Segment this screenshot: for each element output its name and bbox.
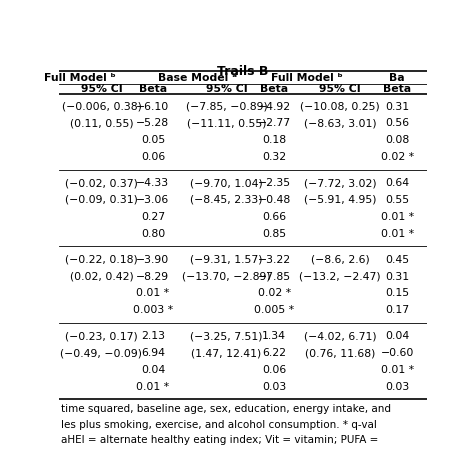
Text: 0.003 *: 0.003 *: [133, 305, 173, 315]
Text: 0.32: 0.32: [262, 152, 286, 162]
Text: −2.77: −2.77: [257, 118, 291, 128]
Text: 0.06: 0.06: [141, 152, 165, 162]
Text: 0.05: 0.05: [141, 135, 165, 145]
Text: 0.02 *: 0.02 *: [381, 152, 414, 162]
Text: 0.08: 0.08: [385, 135, 410, 145]
Text: 2.13: 2.13: [141, 331, 165, 341]
Text: 0.01 *: 0.01 *: [137, 382, 170, 392]
Text: 0.80: 0.80: [141, 228, 165, 238]
Text: (−13.70, −2.89): (−13.70, −2.89): [182, 272, 271, 282]
Text: −8.29: −8.29: [137, 272, 170, 282]
Text: (−0.23, 0.17): (−0.23, 0.17): [65, 331, 138, 341]
Text: 0.03: 0.03: [385, 382, 410, 392]
Text: 0.18: 0.18: [262, 135, 286, 145]
Text: (−8.45, 2.33): (−8.45, 2.33): [190, 195, 263, 205]
Text: Trails B: Trails B: [217, 65, 269, 78]
Text: 0.55: 0.55: [385, 195, 409, 205]
Text: 0.64: 0.64: [385, 178, 409, 188]
Text: (−0.49, −0.09): (−0.49, −0.09): [61, 348, 143, 358]
Text: −3.06: −3.06: [137, 195, 170, 205]
Text: 0.66: 0.66: [262, 212, 286, 222]
Text: −7.85: −7.85: [257, 272, 291, 282]
Text: 6.22: 6.22: [262, 348, 286, 358]
Text: 0.06: 0.06: [262, 365, 286, 375]
Text: −0.48: −0.48: [257, 195, 291, 205]
Text: 0.31: 0.31: [385, 272, 409, 282]
Text: 0.01 *: 0.01 *: [137, 288, 170, 299]
Text: (−9.31, 1.57): (−9.31, 1.57): [190, 255, 263, 265]
Text: 95% CI: 95% CI: [81, 83, 122, 94]
Text: 0.005 *: 0.005 *: [254, 305, 294, 315]
Text: −6.10: −6.10: [137, 101, 170, 111]
Text: (−0.22, 0.18): (−0.22, 0.18): [65, 255, 138, 265]
Text: 0.02 *: 0.02 *: [257, 288, 291, 299]
Text: −2.35: −2.35: [257, 178, 291, 188]
Text: (−0.006, 0.38): (−0.006, 0.38): [62, 101, 141, 111]
Text: (1.47, 12.41): (1.47, 12.41): [191, 348, 262, 358]
Text: 95% CI: 95% CI: [206, 83, 247, 94]
Text: Beta: Beta: [260, 83, 288, 94]
Text: 0.56: 0.56: [385, 118, 409, 128]
Text: (−3.25, 7.51): (−3.25, 7.51): [190, 331, 263, 341]
Text: 0.01 *: 0.01 *: [381, 365, 414, 375]
Text: 95% CI: 95% CI: [319, 83, 361, 94]
Text: −5.28: −5.28: [137, 118, 170, 128]
Text: Base Model ᵃ: Base Model ᵃ: [157, 73, 237, 83]
Text: Ba: Ba: [390, 73, 405, 83]
Text: 0.01 *: 0.01 *: [381, 212, 414, 222]
Text: Beta: Beta: [139, 83, 167, 94]
Text: (−5.91, 4.95): (−5.91, 4.95): [304, 195, 376, 205]
Text: 0.17: 0.17: [385, 305, 409, 315]
Text: (0.11, 0.55): (0.11, 0.55): [70, 118, 133, 128]
Text: Full Model ᵇ: Full Model ᵇ: [44, 73, 116, 83]
Text: Full Model ᵇ: Full Model ᵇ: [271, 73, 343, 83]
Text: 0.85: 0.85: [262, 228, 286, 238]
Text: 1.34: 1.34: [262, 331, 286, 341]
Text: 0.03: 0.03: [262, 382, 286, 392]
Text: (−0.02, 0.37): (−0.02, 0.37): [65, 178, 138, 188]
Text: −0.60: −0.60: [381, 348, 414, 358]
Text: 0.27: 0.27: [141, 212, 165, 222]
Text: Beta: Beta: [383, 83, 411, 94]
Text: −3.90: −3.90: [137, 255, 170, 265]
Text: 0.31: 0.31: [385, 101, 409, 111]
Text: (0.76, 11.68): (0.76, 11.68): [305, 348, 375, 358]
Text: (−11.11, 0.55): (−11.11, 0.55): [187, 118, 266, 128]
Text: −3.22: −3.22: [257, 255, 291, 265]
Text: (−7.85, −0.89): (−7.85, −0.89): [185, 101, 267, 111]
Text: 0.04: 0.04: [141, 365, 165, 375]
Text: (−8.63, 3.01): (−8.63, 3.01): [304, 118, 376, 128]
Text: 6.94: 6.94: [141, 348, 165, 358]
Text: (0.02, 0.42): (0.02, 0.42): [70, 272, 133, 282]
Text: (−0.09, 0.31): (−0.09, 0.31): [65, 195, 138, 205]
Text: 0.04: 0.04: [385, 331, 410, 341]
Text: les plus smoking, exercise, and alcohol consumption. * q-val: les plus smoking, exercise, and alcohol …: [61, 419, 377, 429]
Text: (−7.72, 3.02): (−7.72, 3.02): [304, 178, 376, 188]
Text: time squared, baseline age, sex, education, energy intake, and: time squared, baseline age, sex, educati…: [61, 404, 391, 414]
Text: 0.45: 0.45: [385, 255, 409, 265]
Text: (−10.08, 0.25): (−10.08, 0.25): [301, 101, 380, 111]
Text: (−9.70, 1.04): (−9.70, 1.04): [190, 178, 263, 188]
Text: 0.01 *: 0.01 *: [381, 228, 414, 238]
Text: −4.33: −4.33: [137, 178, 170, 188]
Text: (−13.2, −2.47): (−13.2, −2.47): [300, 272, 381, 282]
Text: (−8.6, 2.6): (−8.6, 2.6): [311, 255, 370, 265]
Text: −4.92: −4.92: [257, 101, 291, 111]
Text: (−4.02, 6.71): (−4.02, 6.71): [304, 331, 376, 341]
Text: aHEI = alternate healthy eating index; Vit = vitamin; PUFA =: aHEI = alternate healthy eating index; V…: [61, 435, 378, 445]
Text: 0.15: 0.15: [385, 288, 409, 299]
